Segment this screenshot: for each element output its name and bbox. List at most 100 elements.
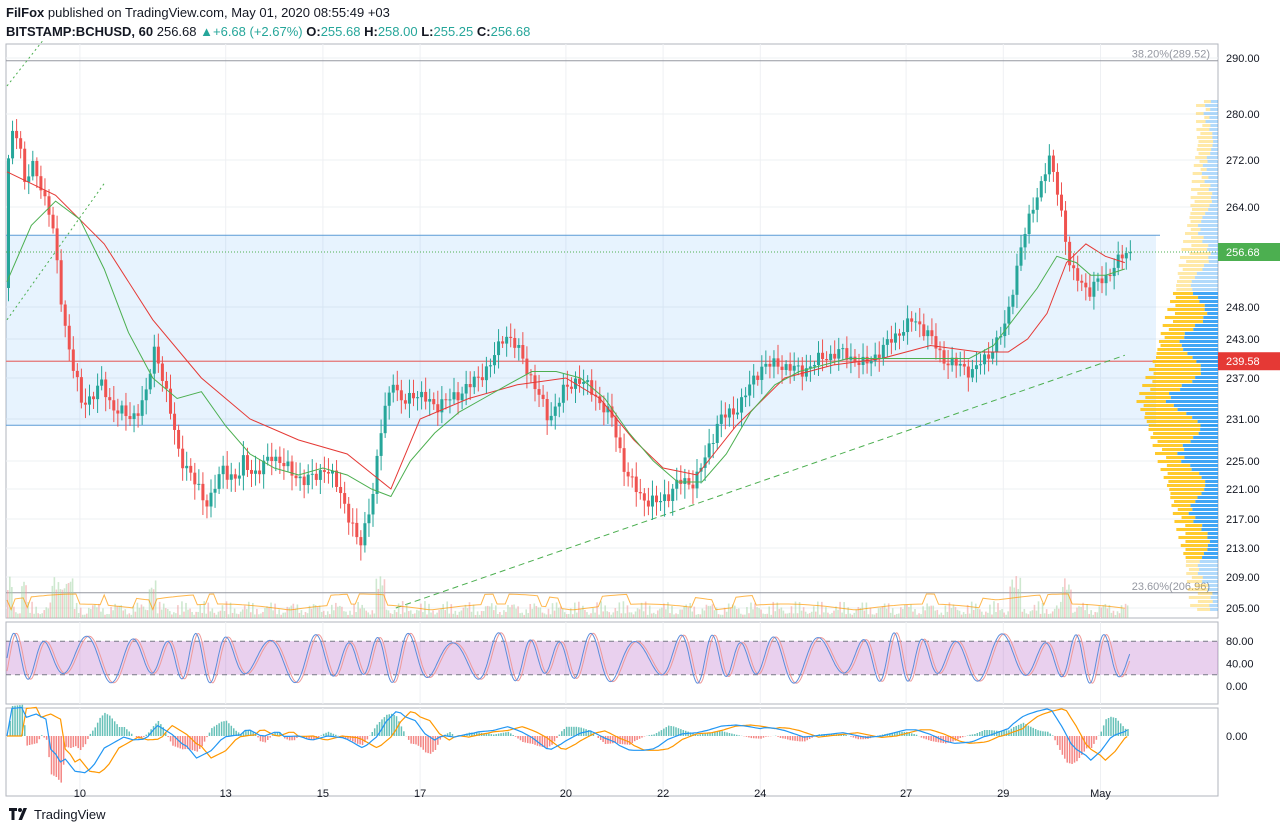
volume-bar bbox=[592, 608, 594, 618]
candle bbox=[1108, 268, 1112, 282]
volume-profile-bar bbox=[1204, 116, 1210, 119]
volume-profile-bar bbox=[1200, 132, 1213, 135]
candle bbox=[399, 379, 403, 414]
volume-bar bbox=[389, 613, 392, 618]
macd-histogram-bar bbox=[1107, 718, 1110, 736]
macd-histogram-bar bbox=[422, 736, 425, 750]
price-tick-label: 213.00 bbox=[1226, 543, 1260, 555]
volume-bar bbox=[397, 603, 400, 618]
stochastic-pane[interactable] bbox=[6, 632, 1218, 684]
macd-pane[interactable] bbox=[6, 704, 1129, 783]
macd-histogram-bar bbox=[41, 735, 43, 736]
macd-histogram-bar bbox=[971, 734, 974, 736]
volume-bar bbox=[495, 605, 497, 618]
volume-bar bbox=[171, 614, 173, 618]
candle bbox=[545, 391, 549, 435]
candle-body bbox=[736, 412, 739, 415]
volume-profile-bar bbox=[1196, 360, 1218, 363]
volume-bar bbox=[950, 608, 953, 618]
volume-bar bbox=[659, 608, 661, 618]
volume-profile-bar bbox=[1190, 504, 1218, 507]
candle-body bbox=[448, 399, 452, 401]
macd-histogram-bar bbox=[186, 736, 189, 749]
volume-profile-bar bbox=[1204, 488, 1218, 491]
volume-profile-bar bbox=[1208, 188, 1218, 191]
volume-bar bbox=[414, 613, 416, 618]
volume-bar bbox=[276, 614, 278, 618]
macd-histogram-bar bbox=[415, 736, 417, 745]
macd-histogram-bar bbox=[259, 736, 262, 742]
candle bbox=[683, 468, 687, 499]
volume-bar bbox=[306, 613, 309, 618]
macd-histogram-bar bbox=[660, 730, 663, 736]
candle-body bbox=[525, 358, 529, 375]
volume-bar bbox=[689, 603, 692, 618]
volume-profile-bar bbox=[1180, 388, 1218, 391]
volume-bar bbox=[873, 614, 876, 618]
stochastic-band bbox=[6, 641, 1218, 675]
macd-histogram-bar bbox=[937, 736, 940, 743]
volume-profile-bar bbox=[1192, 380, 1218, 383]
candle-body bbox=[922, 324, 926, 337]
author-name[interactable]: FilFox bbox=[6, 5, 45, 20]
macd-histogram-bar bbox=[709, 732, 711, 736]
macd-histogram-bar bbox=[497, 733, 500, 736]
main-pane[interactable]: 38.20%(289.52)23.60%(206.96) bbox=[6, 40, 1218, 618]
volume-bar bbox=[177, 605, 179, 618]
macd-histogram-bar bbox=[789, 736, 791, 741]
macd-histogram-bar bbox=[927, 736, 930, 741]
footer-brand[interactable]: TradingView bbox=[34, 806, 106, 822]
volume-profile-bar bbox=[1196, 272, 1218, 275]
volume-bar bbox=[270, 602, 272, 618]
candle-body bbox=[910, 318, 914, 322]
volume-bar bbox=[381, 585, 384, 618]
volume-bar bbox=[685, 604, 687, 618]
candle-body bbox=[703, 457, 707, 468]
volume-bar bbox=[464, 604, 467, 618]
macd-histogram-bar bbox=[1117, 720, 1120, 736]
volume-bar bbox=[644, 601, 647, 618]
candle bbox=[1047, 144, 1051, 182]
macd-histogram-bar bbox=[14, 705, 16, 736]
volume-bar bbox=[250, 612, 252, 618]
macd-histogram-bar bbox=[757, 736, 760, 739]
candle bbox=[420, 381, 424, 410]
macd-histogram-bar bbox=[619, 736, 621, 744]
macd-histogram-bar bbox=[959, 736, 962, 738]
macd-histogram-bar bbox=[908, 732, 911, 736]
chart-area[interactable]: 38.20%(289.52)23.60%(206.96) 10 13 15 17 20 2… bbox=[0, 40, 1280, 800]
stochastic-tick-label: 80.00 bbox=[1226, 636, 1254, 648]
volume-bar bbox=[849, 613, 851, 618]
volume-bar bbox=[1118, 613, 1121, 618]
volume-bar bbox=[201, 612, 203, 618]
volume-profile-bar bbox=[1195, 324, 1218, 327]
volume-profile-bar bbox=[1205, 484, 1218, 487]
candle bbox=[326, 458, 330, 484]
macd-histogram-bar bbox=[721, 731, 723, 736]
volume-bar bbox=[470, 611, 473, 618]
candle-body bbox=[83, 402, 87, 405]
macd-histogram-bar bbox=[957, 736, 959, 740]
candle-body bbox=[480, 377, 484, 381]
candle-body bbox=[270, 456, 274, 462]
volume-bar bbox=[576, 612, 578, 618]
volume-bar bbox=[412, 613, 414, 618]
symbol-name[interactable]: BITSTAMP:BCHUSD, 60 bbox=[6, 24, 154, 39]
candle-body bbox=[667, 494, 671, 502]
volume-bar bbox=[798, 602, 801, 618]
candle-body bbox=[877, 354, 881, 359]
macd-histogram-bar bbox=[89, 733, 92, 736]
candle bbox=[954, 352, 958, 378]
volume-bar bbox=[278, 609, 280, 618]
volume-profile-bar bbox=[1197, 420, 1218, 423]
volume-profile-bar bbox=[1206, 168, 1218, 171]
volume-bar bbox=[673, 614, 675, 618]
candle-body bbox=[1104, 274, 1108, 284]
volume-profile-bar bbox=[1176, 288, 1193, 291]
volume-bar bbox=[264, 608, 266, 618]
macd-histogram-bar bbox=[84, 736, 87, 745]
volume-bar bbox=[160, 609, 163, 618]
macd-histogram-bar bbox=[553, 736, 556, 742]
macd-histogram-bar bbox=[641, 736, 643, 738]
volume-bar bbox=[661, 607, 663, 618]
